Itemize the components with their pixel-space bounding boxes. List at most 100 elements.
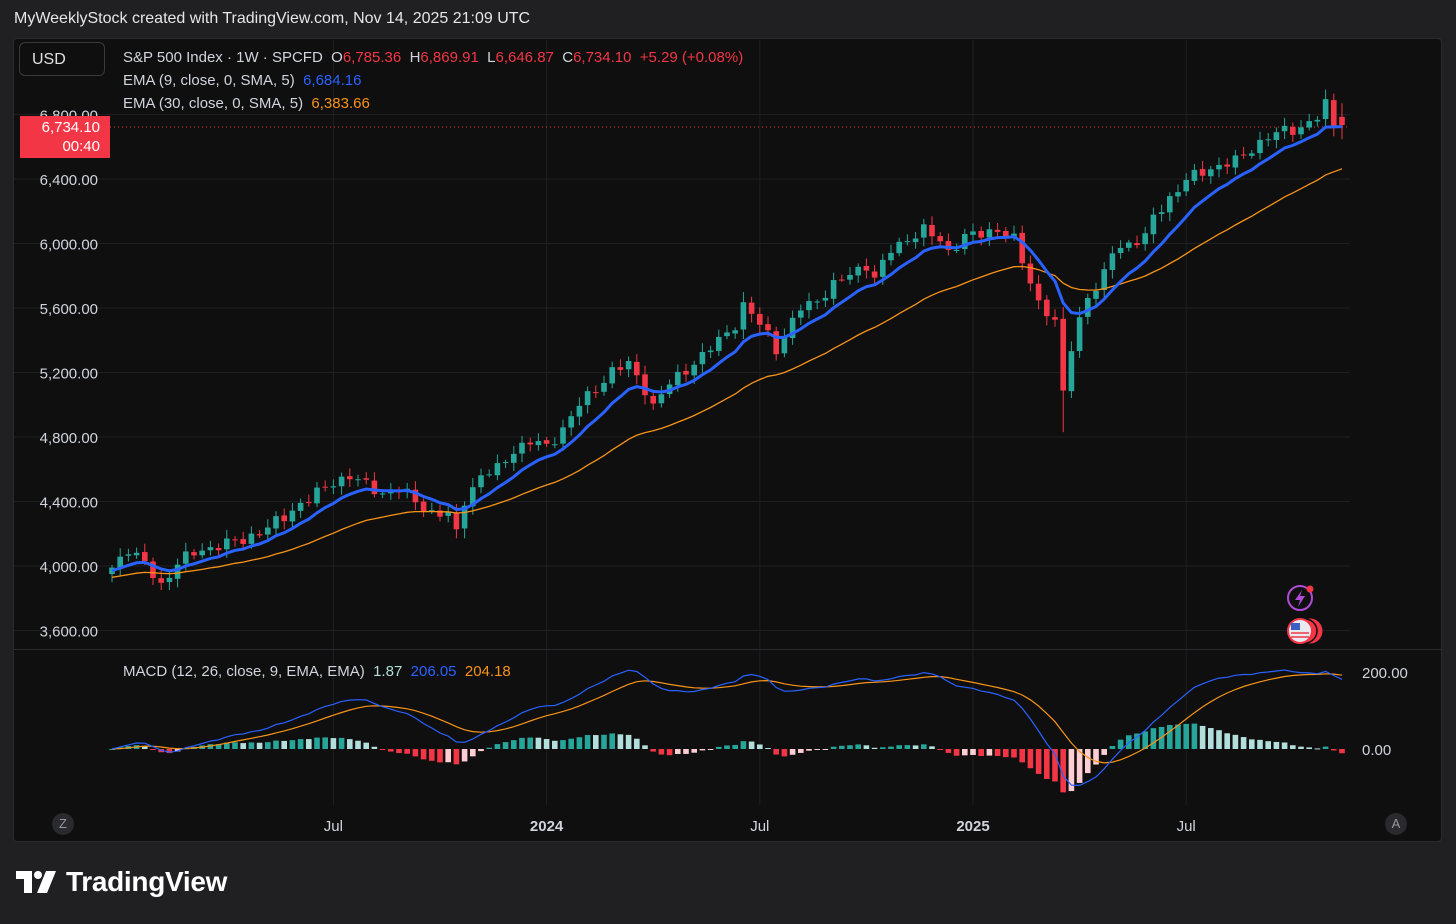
symbol-name: S&P 500 Index · 1W · SPCFD [123,49,323,66]
candle [502,459,509,469]
macd-histogram-bar [322,737,328,749]
candle-body [740,302,747,330]
candle-body [183,551,189,564]
macd-histogram-bar [248,742,255,749]
candle-body [511,453,517,463]
candle-body [191,552,197,556]
candle [207,540,214,556]
candle [634,354,640,385]
macd-histogram-bar [1216,730,1222,749]
events-icons[interactable] [1287,585,1323,644]
ema9-legend[interactable]: EMA (9, close, 0, SMA, 5) 6,684.16 [123,72,361,89]
candle-body [150,561,156,579]
auto-scale-button[interactable]: A [1385,813,1407,835]
candle-body [1290,126,1296,135]
candle-body [1257,139,1263,154]
candle [806,292,812,319]
high-label: H [409,49,421,66]
candle [945,233,952,256]
macd-histogram-bar [1035,749,1042,774]
candle-body [806,301,812,311]
candle [1306,113,1312,131]
candle [699,343,706,373]
candle [576,397,583,426]
candle-body [601,382,607,392]
candle [650,391,656,410]
currency-button[interactable]: USD [19,42,105,76]
macd-histogram-bar [478,749,484,752]
macd-histogram-bar [1191,723,1198,749]
candle-body [634,361,640,376]
macd-histogram-bar [699,749,706,751]
candle-body [839,279,845,281]
macd-histogram-bar [289,740,296,749]
candle-body [707,350,714,353]
candle [437,504,443,522]
candle [1158,204,1165,222]
candle-body [1142,233,1148,245]
macd-legend[interactable]: MACD (12, 26, close, 9, EMA, EMA) 1.87 2… [123,663,511,680]
candle-body [322,486,328,488]
macd-histogram-bar [224,742,230,749]
y-tick-label: 4,400.00 [40,495,98,512]
candle-body [281,515,287,522]
macd-histogram-bar [486,747,492,749]
macd-histogram-bar [978,749,984,756]
candle-body [1109,253,1116,271]
macd-histogram-bar [1257,739,1263,749]
candle [1019,225,1025,271]
candle-body [1273,132,1280,140]
candle-body [265,527,271,535]
candle-body [1076,317,1083,352]
candle-body [1314,119,1321,122]
macd-histogram-bar [338,737,345,749]
candle-body [1240,154,1247,156]
macd-histogram-bar [437,749,443,763]
y-tick-label: 4,000.00 [40,559,98,576]
macd-label: MACD (12, 26, close, 9, EMA, EMA) [123,663,365,680]
candle [1093,282,1099,307]
candle [716,329,722,356]
candle-body [256,534,263,536]
macd-histogram-bar [1314,748,1321,750]
candle-body [1339,116,1345,126]
change-value: +5.29 (+0.08%) [639,49,744,66]
macd-signal-value: 204.18 [464,663,511,680]
candle-body [519,442,525,454]
macd-histogram-bar [461,749,468,762]
candle [560,419,566,451]
candle [1290,122,1296,142]
candle-body [1183,179,1189,192]
candle-body [1052,317,1058,320]
macd-histogram-bar [1322,746,1329,749]
candle-body [117,556,123,569]
candle [527,437,533,452]
candle-body [921,224,927,238]
candle [1076,306,1083,358]
ema9-label: EMA (9, close, 0, SMA, 5) [123,72,295,89]
candle [1322,89,1329,128]
macd-histogram-bar [658,749,665,755]
macd-histogram-bar [904,745,911,749]
candle [970,223,976,242]
candle [847,267,853,285]
macd-histogram-bar [896,745,902,749]
candle [1142,226,1148,251]
macd-histogram-bar [683,749,689,754]
candle [1060,307,1066,433]
macd-histogram-bar [1142,731,1148,749]
candle-body [880,259,886,277]
macd-histogram-bar [1224,733,1230,749]
candle [830,272,837,305]
candle-body [527,442,533,445]
candle-body [814,301,820,303]
macd-histogram-bar [1093,749,1099,765]
zoom-reset-button[interactable]: Z [52,813,74,835]
candle [445,506,451,523]
candle-body [904,241,911,243]
ema30-legend[interactable]: EMA (30, close, 0, SMA, 5) 6,383.66 [123,95,370,112]
macd-histogram-bar [453,749,460,765]
candle-body [863,265,870,271]
candle-body [543,440,550,444]
